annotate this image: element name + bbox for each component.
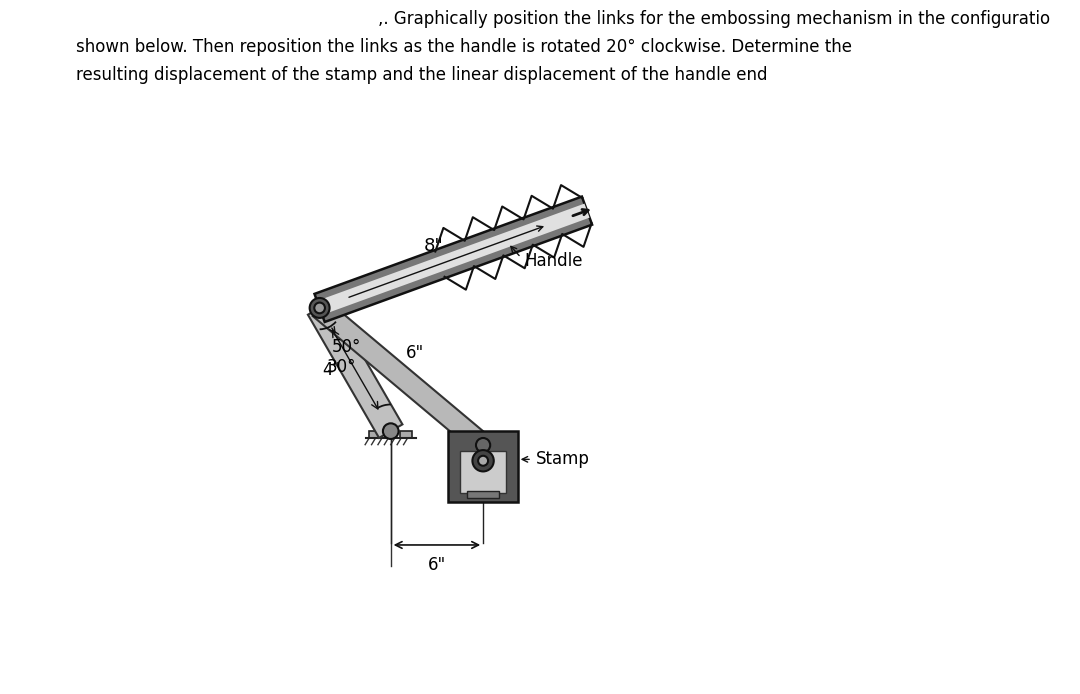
- Text: shown below. Then reposition the links as the handle is rotated 20° clockwise. D: shown below. Then reposition the links a…: [76, 38, 852, 56]
- Text: 6": 6": [406, 344, 424, 362]
- Bar: [400, 431, 413, 437]
- Bar: [369, 431, 382, 437]
- Polygon shape: [314, 196, 592, 322]
- Polygon shape: [318, 203, 590, 315]
- Circle shape: [310, 298, 329, 318]
- Circle shape: [478, 456, 488, 466]
- Bar: [460, 451, 505, 493]
- Text: 30°: 30°: [326, 358, 355, 376]
- Text: resulting displacement of the stamp and the linear displacement of the handle en: resulting displacement of the stamp and …: [76, 66, 767, 84]
- Circle shape: [472, 450, 494, 471]
- Polygon shape: [313, 300, 490, 453]
- Text: ,. Graphically position the links for the embossing mechanism in the configurati: ,. Graphically position the links for th…: [378, 10, 1050, 28]
- Text: 4": 4": [323, 361, 341, 378]
- Circle shape: [383, 423, 399, 439]
- Bar: [467, 491, 499, 498]
- Text: Handle: Handle: [525, 252, 583, 270]
- Text: 8": 8": [423, 237, 443, 255]
- Text: 6": 6": [428, 556, 446, 574]
- Text: 50°: 50°: [332, 338, 362, 356]
- Polygon shape: [308, 301, 403, 438]
- Circle shape: [476, 438, 490, 452]
- Circle shape: [314, 303, 325, 313]
- Text: Stamp: Stamp: [536, 450, 590, 468]
- Bar: [448, 431, 517, 502]
